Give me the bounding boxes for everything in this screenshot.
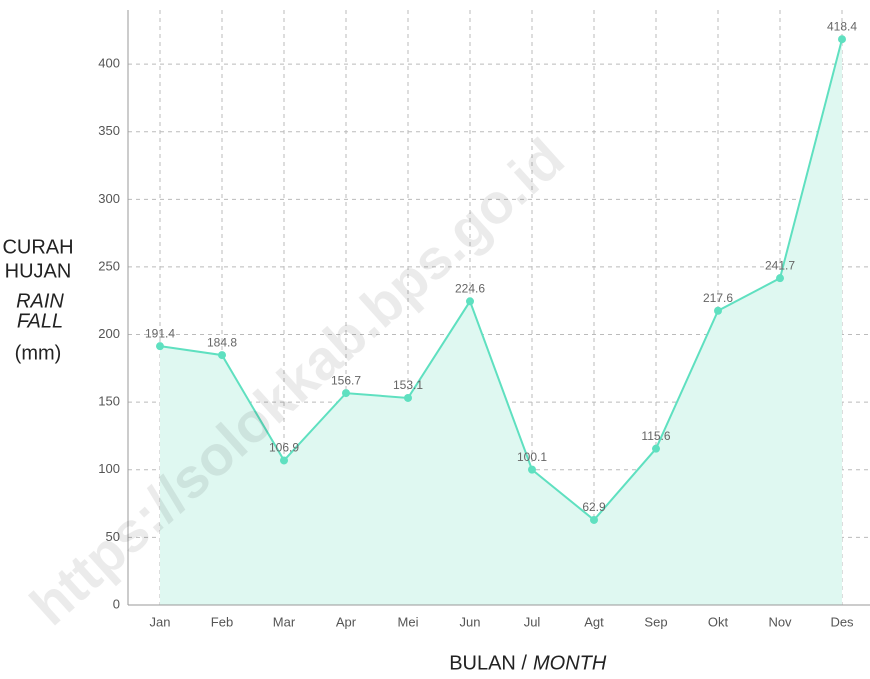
marker bbox=[156, 342, 164, 351]
x-tick-label: Nov bbox=[768, 614, 792, 629]
y-tick-label: 100 bbox=[98, 461, 120, 476]
x-label: BULAN / bbox=[449, 652, 527, 674]
x-tick-label: Apr bbox=[336, 614, 357, 629]
data-label: 100.1 bbox=[517, 450, 547, 464]
data-label: 418.4 bbox=[827, 19, 857, 33]
x-tick-label: Mei bbox=[398, 614, 419, 629]
x-tick-label: Okt bbox=[708, 614, 729, 629]
marker bbox=[528, 465, 536, 474]
marker bbox=[342, 389, 350, 398]
x-tick-label: Mar bbox=[273, 614, 296, 629]
marker bbox=[590, 515, 598, 524]
marker bbox=[652, 444, 660, 453]
y-tick-label: 400 bbox=[98, 56, 120, 71]
data-label: 156.7 bbox=[331, 373, 361, 387]
x-tick-label: Agt bbox=[584, 614, 604, 629]
marker bbox=[218, 351, 226, 360]
line bbox=[159, 38, 843, 522]
x-tick-label: Jul bbox=[524, 614, 541, 629]
data-label: 191.4 bbox=[145, 326, 175, 340]
data-label: 224.6 bbox=[455, 281, 485, 295]
data-label: 62.9 bbox=[582, 500, 606, 514]
marker bbox=[404, 393, 412, 402]
x-tick-label: Sep bbox=[644, 614, 667, 629]
x-label: MONTH bbox=[533, 652, 607, 674]
data-label: 184.8 bbox=[207, 335, 237, 349]
y-tick-label: 350 bbox=[98, 123, 120, 138]
y-label-line: CURAH bbox=[2, 236, 73, 258]
y-tick-label: 250 bbox=[98, 258, 120, 273]
x-tick-label: Jan bbox=[150, 614, 171, 629]
y-tick-label: 150 bbox=[98, 394, 120, 409]
marker bbox=[280, 456, 288, 465]
x-tick-label: Feb bbox=[211, 614, 233, 629]
marker bbox=[466, 297, 474, 306]
y-label-line: FALL bbox=[17, 310, 63, 332]
marker bbox=[838, 35, 846, 44]
data-label: 217.6 bbox=[703, 291, 733, 305]
x-tick-label: Des bbox=[830, 614, 854, 629]
y-tick-label: 300 bbox=[98, 191, 120, 206]
data-label: 153.1 bbox=[393, 378, 423, 392]
y-label-unit: (mm) bbox=[15, 342, 62, 364]
marker bbox=[776, 274, 784, 283]
x-tick-label: Jun bbox=[460, 614, 481, 629]
y-tick-label: 0 bbox=[113, 596, 120, 611]
data-label: 241.7 bbox=[765, 258, 795, 272]
data-label: 106.9 bbox=[269, 441, 299, 455]
y-tick-label: 50 bbox=[106, 529, 120, 544]
marker bbox=[714, 306, 722, 315]
y-label-line: HUJAN bbox=[5, 260, 72, 282]
data-label: 115.6 bbox=[641, 429, 670, 443]
y-label-line: RAIN bbox=[16, 290, 64, 312]
area bbox=[160, 39, 842, 605]
y-tick-label: 200 bbox=[98, 326, 120, 341]
